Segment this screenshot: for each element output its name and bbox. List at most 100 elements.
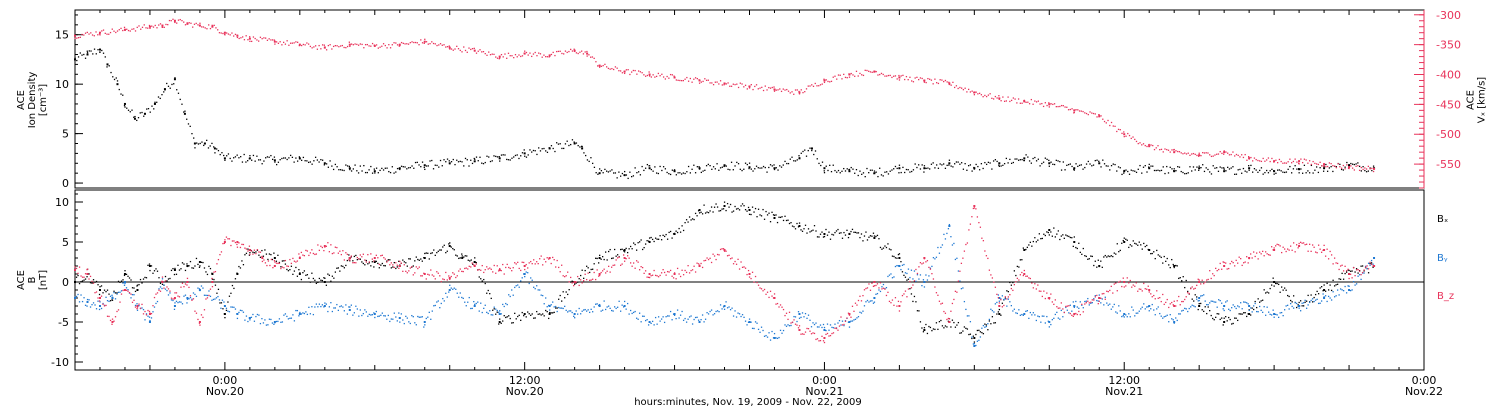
density-trace-dot [682, 172, 684, 174]
bx-trace-dot [1113, 252, 1115, 254]
by-trace-dot [676, 309, 679, 311]
bx-point [898, 257, 901, 259]
vx-trace-dot [229, 34, 231, 36]
density-trace-dot [536, 153, 538, 156]
bx-trace-dot [461, 255, 463, 257]
by-trace-dot [161, 278, 164, 280]
bz-trace-dot [211, 286, 214, 288]
by-trace-dot [918, 278, 920, 280]
bz-trace-dot [141, 303, 143, 306]
bz-trace-dot [1122, 277, 1124, 279]
bx-trace-dot [542, 313, 544, 315]
density-trace-dot [1160, 169, 1163, 172]
by-trace-dot [503, 305, 505, 308]
vx-trace-dot [109, 31, 112, 34]
vx-trace-dot [388, 44, 390, 46]
bz-trace-dot [823, 341, 826, 344]
bx-trace-dot [940, 319, 942, 322]
bz-trace-dot [1151, 296, 1153, 298]
bx-trace-dot [1156, 249, 1158, 252]
bz-trace-dot [684, 269, 686, 272]
by-trace-dot [712, 314, 714, 316]
by-trace-dot [412, 316, 414, 318]
density-trace-dot [875, 171, 877, 173]
vx-trace-dot [1148, 143, 1150, 146]
bx-point [323, 281, 326, 283]
vx-trace-dot [698, 82, 701, 84]
bx-trace-dot [275, 260, 278, 262]
density-trace-dot [1260, 167, 1263, 169]
by-trace-dot [1023, 313, 1025, 315]
by-point [948, 225, 951, 227]
density-trace-dot [524, 155, 526, 157]
by-trace-dot [183, 295, 185, 297]
bx-trace-dot [199, 265, 201, 267]
by-trace-dot [1349, 289, 1352, 292]
density-trace-dot [896, 167, 898, 170]
bz-trace-dot [267, 260, 270, 262]
vx-trace-dot [336, 45, 338, 47]
bx-trace-dot [474, 257, 476, 259]
bx-trace-dot [339, 270, 341, 272]
density-trace-dot [780, 166, 783, 168]
vx-trace-dot [74, 37, 76, 40]
vx-trace-dot [748, 87, 751, 89]
vx-trace-dot [224, 34, 226, 36]
by-trace-dot [258, 314, 260, 316]
by-trace-dot [74, 296, 76, 298]
by-trace-dot [1254, 302, 1256, 305]
bx-trace-dot [816, 236, 819, 238]
bz-trace-dot [328, 251, 331, 253]
by-point [598, 305, 601, 307]
bx-trace-dot [994, 322, 997, 324]
bz-trace-dot [1115, 282, 1117, 284]
bz-trace-dot [1026, 275, 1028, 277]
bx-trace-dot [424, 252, 426, 255]
by-trace-dot [901, 264, 904, 266]
vx-trace-dot [1228, 154, 1231, 156]
bx-trace-dot [161, 283, 164, 285]
vx-trace-dot [1209, 154, 1211, 156]
by-trace-dot [1082, 307, 1084, 309]
by-trace-dot [253, 320, 256, 322]
vx-trace-dot [543, 54, 545, 56]
vx-trace-dot [266, 39, 269, 41]
bz-trace-dot [763, 288, 766, 291]
by-trace-dot [578, 307, 580, 310]
bx-trace-dot [1323, 284, 1325, 286]
by-trace-dot [339, 305, 341, 308]
by-trace-dot [862, 310, 864, 312]
by-point [1323, 297, 1326, 299]
density-trace-dot [705, 165, 708, 167]
bx-trace-dot [744, 208, 747, 211]
by-trace-dot [467, 301, 469, 303]
density-trace-dot [684, 172, 686, 175]
density-trace-dot [518, 157, 520, 160]
density-trace-dot [773, 168, 776, 171]
by-trace-dot [1151, 303, 1153, 306]
by-trace-dot [847, 321, 850, 323]
bx-trace-dot [1185, 279, 1187, 282]
bx-trace-dot [690, 219, 692, 221]
bx-trace-dot [903, 274, 905, 277]
by-trace-dot [641, 315, 644, 317]
by-trace-dot [445, 292, 447, 295]
vx-trace-dot [341, 44, 344, 47]
bz-trace-dot [556, 259, 558, 262]
bx-trace-dot [915, 301, 917, 303]
bx-trace-dot [681, 225, 683, 227]
vx-trace-dot [975, 91, 977, 93]
by-trace-dot [981, 327, 983, 329]
vx-trace-dot [762, 89, 765, 92]
density-point [898, 167, 901, 170]
by-trace-dot [95, 308, 98, 310]
bz-trace-dot [1147, 285, 1149, 287]
vx-trace-dot [952, 81, 954, 84]
bz-trace-dot [1225, 262, 1227, 264]
by-trace-dot [592, 311, 594, 313]
bz-trace-dot [1297, 247, 1299, 249]
bx-trace-dot [469, 260, 471, 262]
density-trace-dot [1314, 169, 1316, 171]
bx-trace-dot [443, 244, 445, 246]
by-trace-dot [81, 300, 84, 303]
